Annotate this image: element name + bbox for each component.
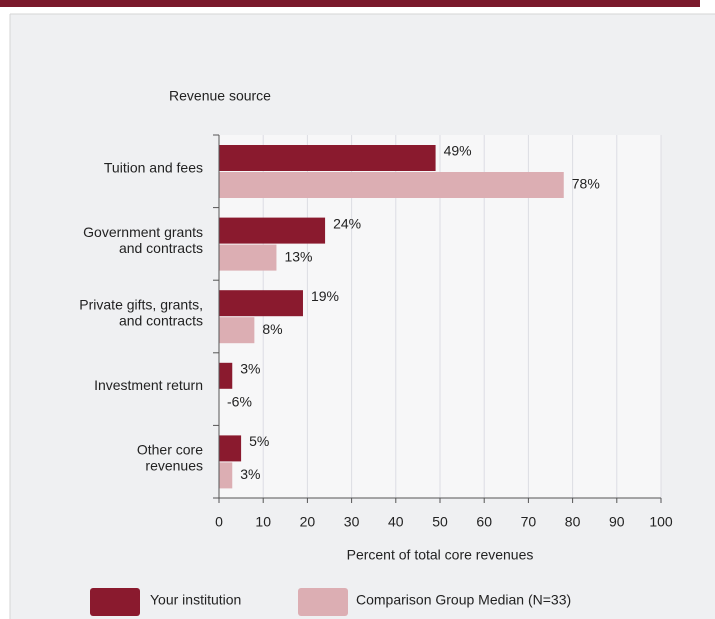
data-label: 5% bbox=[249, 433, 269, 449]
x-tick-label: 100 bbox=[649, 514, 673, 530]
top-bar bbox=[0, 0, 700, 7]
data-label: 78% bbox=[572, 176, 600, 192]
bar bbox=[219, 172, 564, 198]
bar bbox=[219, 217, 326, 244]
bar bbox=[219, 435, 242, 462]
y-tick-label-line: and contracts bbox=[119, 312, 203, 328]
bar bbox=[219, 145, 436, 171]
y-tick-label-line: Private gifts, grants, bbox=[79, 296, 203, 312]
bar bbox=[219, 290, 303, 317]
x-tick-label: 40 bbox=[388, 514, 404, 530]
x-tick-label: 60 bbox=[476, 514, 492, 530]
x-tick-label: 70 bbox=[521, 514, 537, 530]
y-tick-label: Private gifts, grants, and contracts bbox=[79, 296, 203, 328]
x-tick-label: 80 bbox=[565, 514, 581, 530]
x-axis-label: Percent of total core revenues bbox=[347, 547, 534, 563]
y-tick-label: Investment return bbox=[94, 377, 203, 393]
x-tick-label: 30 bbox=[344, 514, 360, 530]
y-tick-label-line: Tuition and fees bbox=[104, 159, 203, 175]
chart-title: Revenue source bbox=[169, 88, 271, 104]
data-label: 13% bbox=[284, 248, 312, 264]
x-tick-label: 0 bbox=[215, 514, 223, 530]
bar bbox=[219, 244, 277, 271]
legend-label: Comparison Group Median (N=33) bbox=[356, 592, 571, 608]
bars bbox=[219, 145, 564, 489]
y-tick-label-line: Government grants bbox=[83, 224, 203, 240]
y-tick-label-line: and contracts bbox=[119, 240, 203, 256]
legend-label: Your institution bbox=[150, 592, 241, 608]
legend-swatch bbox=[298, 588, 348, 616]
x-tick-label: 10 bbox=[255, 514, 271, 530]
y-tick-label: Tuition and fees bbox=[104, 159, 203, 175]
x-tick-label: 50 bbox=[432, 514, 448, 530]
data-label: -6% bbox=[227, 394, 252, 410]
bar bbox=[219, 462, 233, 489]
y-tick-label-line: Investment return bbox=[94, 377, 203, 393]
bar bbox=[219, 362, 233, 389]
data-label: 3% bbox=[240, 466, 260, 482]
data-label: 8% bbox=[262, 321, 282, 337]
data-label: 3% bbox=[240, 361, 260, 377]
y-tick-label: Government grants and contracts bbox=[83, 224, 203, 256]
data-label: 24% bbox=[333, 215, 361, 231]
y-tick-label: Other core revenues bbox=[137, 441, 203, 473]
bar bbox=[219, 317, 255, 344]
x-tick-label: 90 bbox=[609, 514, 625, 530]
y-tick-label-line: Other core bbox=[137, 441, 203, 457]
data-label: 49% bbox=[444, 143, 472, 159]
y-tick-label-line: revenues bbox=[145, 457, 203, 473]
data-label: 19% bbox=[311, 288, 339, 304]
x-tick-label: 20 bbox=[300, 514, 316, 530]
legend-swatch bbox=[90, 588, 140, 616]
